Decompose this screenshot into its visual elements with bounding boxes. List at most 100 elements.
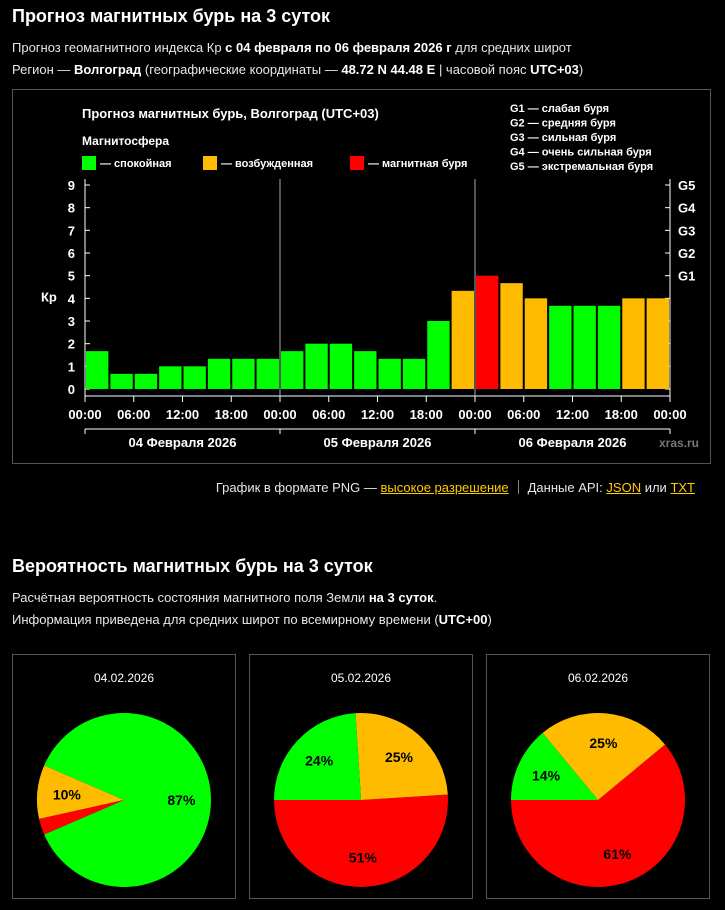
- kp-bar: [329, 343, 353, 389]
- x-tick-label: 00:00: [458, 407, 491, 422]
- y-tick-label: 7: [68, 223, 75, 238]
- x-tick-label: 18:00: [410, 407, 443, 422]
- y-tick-label: 2: [68, 337, 75, 352]
- forecast-description: Прогноз геомагнитного индекса Кр с 04 фе…: [12, 40, 572, 55]
- pie-date: 04.02.2026: [93, 671, 155, 685]
- kp-bar: [378, 358, 401, 389]
- kp-forecast-chart: Прогноз магнитных бурь, Волгоград (UTC+0…: [12, 89, 711, 464]
- probability-description: Расчётная вероятность состояния магнитно…: [12, 590, 438, 605]
- legend-label: — магнитная буря: [368, 158, 467, 170]
- kp-bar: [232, 358, 255, 389]
- x-tick-label: 12:00: [361, 407, 394, 422]
- kp-bar: [110, 373, 133, 389]
- g-tick-label: G3: [678, 223, 695, 238]
- probability-title: Вероятность магнитных бурь на 3 суток: [12, 556, 373, 576]
- kp-bar: [427, 321, 450, 389]
- y-tick-label: 5: [68, 269, 75, 284]
- g-scale-legend-item: G4 — очень сильная буря: [510, 147, 652, 159]
- legend-swatch: [82, 156, 96, 170]
- kp-bar: [159, 366, 182, 389]
- pie-slice-quiet: [274, 713, 361, 800]
- pie-percent-label: 25%: [589, 735, 618, 751]
- pie-date: 05.02.2026: [330, 671, 392, 685]
- day-label: 05 Февраля 2026: [324, 435, 432, 450]
- g-tick-label: G5: [678, 178, 695, 193]
- pie-slice-active: [355, 713, 448, 800]
- kp-bar: [476, 275, 499, 389]
- y-tick-label: 3: [68, 314, 75, 329]
- day-label: 04 Февраля 2026: [129, 435, 237, 450]
- y-axis-label: Кр: [41, 289, 57, 304]
- kp-bar: [354, 351, 377, 389]
- y-tick-label: 8: [68, 201, 75, 216]
- high-res-link[interactable]: высокое разрешение: [380, 480, 509, 495]
- pie-slice-active: [37, 765, 125, 819]
- pie-percent-label: 61%: [603, 846, 632, 862]
- legend-swatch: [203, 156, 217, 170]
- kp-bar: [402, 358, 426, 389]
- kp-bar: [500, 283, 523, 389]
- kp-bar: [549, 305, 572, 389]
- kp-bar: [183, 366, 206, 389]
- g-scale-legend-item: G1 — слабая буря: [510, 103, 609, 115]
- pie-percent-label: 87%: [167, 792, 196, 808]
- day-label: 06 Февраля 2026: [519, 435, 627, 450]
- kp-bar: [256, 358, 279, 389]
- pie-slice-storm: [511, 744, 685, 887]
- probability-timezone-note: Информация приведена для средних широт п…: [12, 612, 492, 627]
- kp-bar: [451, 290, 474, 389]
- timezone: UTC+03: [530, 62, 579, 77]
- y-tick-label: 0: [68, 382, 75, 397]
- pie-slice-storm: [39, 800, 124, 835]
- kp-bar: [207, 358, 231, 389]
- kp-bar: [305, 343, 328, 389]
- pie-card-day1: 04.02.2026 87% 10%: [12, 654, 236, 899]
- x-tick-label: 06:00: [117, 407, 150, 422]
- x-tick-label: 00:00: [653, 407, 686, 422]
- pie-percent-label: 14%: [532, 768, 561, 784]
- pie-slice-quiet: [44, 713, 211, 887]
- g-scale-legend-item: G5 — экстремальная буря: [510, 161, 653, 173]
- legend-title: Магнитосфера: [82, 134, 169, 148]
- kp-bar: [281, 351, 304, 389]
- pie-slice-quiet: [511, 732, 598, 800]
- kp-bar: [86, 351, 109, 389]
- watermark: xras.ru: [659, 436, 699, 450]
- legend-swatch: [350, 156, 364, 170]
- txt-api-link[interactable]: TXT: [670, 480, 695, 495]
- kp-bar: [622, 298, 645, 389]
- x-tick-label: 06:00: [507, 407, 540, 422]
- kp-bar: [646, 298, 669, 389]
- g-tick-label: G2: [678, 246, 695, 261]
- pie-percent-label: 25%: [385, 749, 414, 765]
- x-tick-label: 12:00: [556, 407, 589, 422]
- g-scale-legend-item: G2 — средняя буря: [510, 118, 616, 130]
- chart-title: Прогноз магнитных бурь, Волгоград (UTC+0…: [82, 106, 379, 121]
- kp-bar: [597, 305, 621, 389]
- g-scale-legend-item: G3 — сильная буря: [510, 132, 616, 144]
- g-tick-label: G4: [678, 201, 696, 216]
- json-api-link[interactable]: JSON: [606, 480, 642, 495]
- kp-bar: [134, 373, 158, 389]
- x-tick-label: 00:00: [68, 407, 101, 422]
- region-name: Волгоград: [73, 62, 142, 77]
- page-title: Прогноз магнитных бурь на 3 суток: [12, 6, 331, 26]
- x-tick-label: 18:00: [605, 407, 638, 422]
- region-info: Регион — Волгоград (географические коорд…: [12, 62, 584, 77]
- x-tick-label: 18:00: [215, 407, 248, 422]
- kp-bar: [524, 298, 548, 389]
- pie-percent-label: 10%: [53, 787, 82, 803]
- legend-label: — возбужденная: [221, 158, 313, 170]
- g-tick-label: G1: [678, 269, 695, 284]
- coordinates: 48.72 N 44.48 E: [341, 62, 436, 77]
- x-tick-label: 06:00: [312, 407, 345, 422]
- chart-links: График в формате PNG — высокое разрешени…: [215, 480, 695, 495]
- y-tick-label: 4: [68, 291, 76, 306]
- pie-date: 06.02.2026: [567, 671, 629, 685]
- kp-bar: [573, 305, 596, 389]
- pie-slice-storm: [274, 794, 448, 888]
- pie-card-day2: 05.02.2026 51% 25% 24%: [249, 654, 473, 899]
- pie-percent-label: 51%: [349, 849, 378, 865]
- pie-card-day3: 06.02.2026 61% 25% 14%: [486, 654, 710, 899]
- legend-label: — спокойная: [100, 158, 172, 170]
